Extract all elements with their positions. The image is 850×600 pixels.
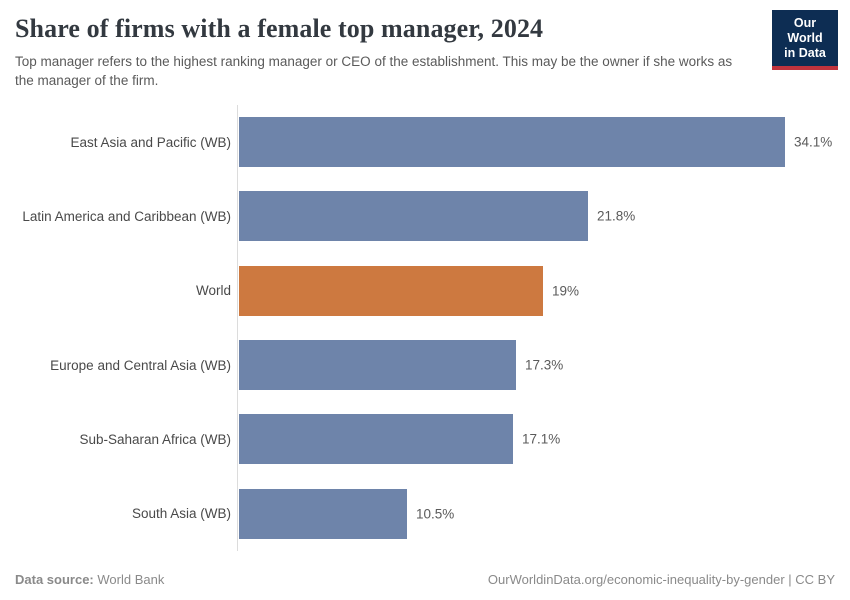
bar-row: Latin America and Caribbean (WB) 21.8% (0, 179, 850, 253)
bar[interactable] (239, 414, 513, 465)
bar[interactable] (239, 488, 407, 539)
owid-logo[interactable]: Our World in Data (772, 10, 838, 70)
value-label: 21.8% (597, 208, 636, 224)
bar-track: 34.1% (239, 117, 850, 168)
bar-row: Europe and Central Asia (WB) 17.3% (0, 328, 850, 402)
bar-track: 21.8% (239, 191, 850, 242)
bar-track: 10.5% (239, 488, 850, 539)
value-label: 34.1% (794, 134, 833, 150)
category-label: Europe and Central Asia (WB) (50, 357, 231, 373)
bar-row: Sub-Saharan Africa (WB) 17.1% (0, 402, 850, 476)
owid-logo-text-line2: in Data (784, 46, 826, 60)
bar-track: 17.3% (239, 340, 850, 391)
value-label: 17.1% (522, 431, 561, 447)
bar-row: World 19% (0, 254, 850, 328)
bar[interactable] (239, 117, 785, 168)
owid-logo-text-line1: Our World (787, 16, 823, 45)
value-label: 10.5% (416, 506, 455, 522)
bar-row: South Asia (WB) 10.5% (0, 477, 850, 551)
y-axis-line (237, 105, 238, 551)
data-source-label: Data source: (15, 572, 94, 587)
data-source: Data source: World Bank (15, 572, 164, 587)
chart-subtitle: Top manager refers to the highest rankin… (15, 54, 733, 88)
bar-chart: East Asia and Pacific (WB) 34.1% Latin Ame… (0, 105, 850, 551)
bar-track: 19% (239, 265, 850, 316)
value-label: 19% (552, 283, 580, 299)
value-label: 17.3% (525, 357, 564, 373)
bar[interactable] (239, 191, 588, 242)
bar-track: 17.1% (239, 414, 850, 465)
footer-url[interactable]: OurWorldinData.org/economic-inequality-b… (487, 572, 835, 587)
category-label: East Asia and Pacific (WB) (70, 134, 231, 150)
category-label: South Asia (WB) (131, 506, 231, 522)
data-source-value: World Bank (97, 572, 165, 587)
bar[interactable] (239, 340, 516, 391)
chart-footer: Data source: World Bank OurWorldinData.o… (15, 572, 835, 587)
category-label: Sub-Saharan Africa (WB) (79, 431, 231, 447)
category-label: World (195, 283, 231, 299)
bar-row: East Asia and Pacific (WB) 34.1% (0, 105, 850, 179)
page-title: Share of firms with a female top manager… (15, 14, 544, 43)
bar[interactable] (239, 265, 543, 316)
category-label: Latin America and Caribbean (WB) (22, 208, 231, 224)
